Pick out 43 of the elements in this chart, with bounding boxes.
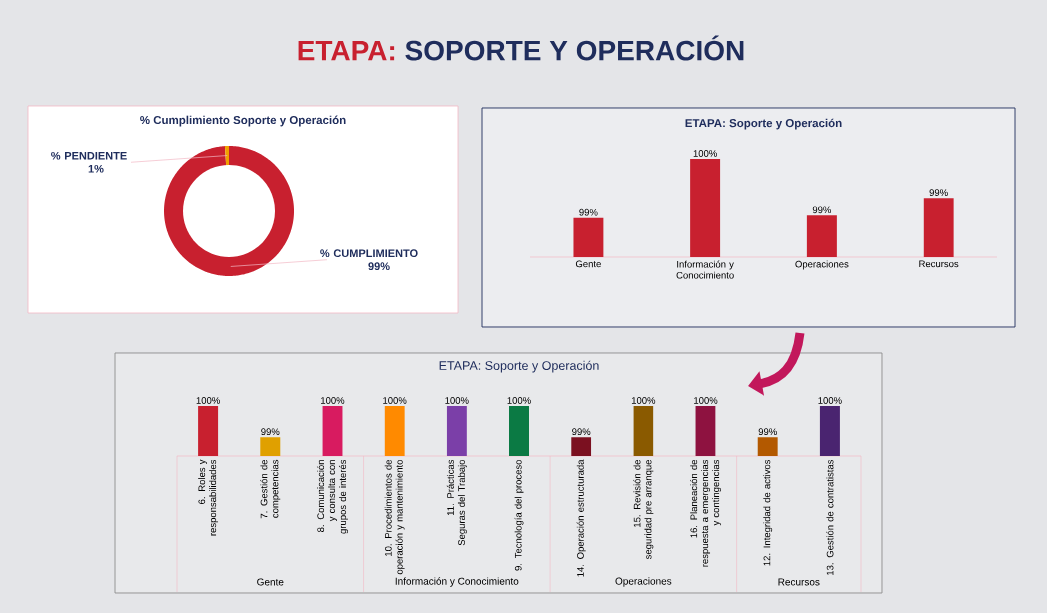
data-label: 100% [507,397,531,404]
data-label: 99% [579,208,598,216]
data-label: 100% [383,397,407,404]
x-tick-label: 8. Comunicación y consulta con grupos de interés [316,459,348,534]
x-tick-label: 12. Integridad de activos [763,459,773,566]
data-label: 99% [261,428,280,436]
chart-title: ETAPA: Soporte y Operación [685,118,842,130]
text: Operaciones [615,577,672,587]
text: Recursos [778,578,820,586]
data-label: 100% [321,397,345,404]
data-label: 99% [758,428,777,436]
text: ETAPA: [298,41,395,61]
x-tick-label: 16. Planeación de respuesta a emergencias y contingencias [690,459,722,567]
chart-title: % Cumplimiento Soporte y Operación [140,115,346,127]
text: Gente [257,578,284,586]
data-label: 99% [929,189,948,196]
x-tick-label: 15. Revisión de seguridad pre arranque [633,459,654,560]
slice-label: % PENDIENTE [51,151,127,160]
text: Información y Conocimiento [395,577,519,587]
chart-title: ETAPA: Soporte y Operación [439,360,599,373]
x-tick-label: 7. Gestión de competencias [260,459,281,519]
data-label: 99% [368,262,390,271]
x-tick-label: Gente [575,260,601,268]
data-label: 99% [812,206,832,214]
x-tick-label: 9. Tecnología del proceso [514,459,524,571]
x-tick-label: 11. Prácticas Seguras del Trabajo [446,459,467,546]
data-label: 100% [818,397,842,404]
x-tick-label: Operaciones [795,260,849,270]
x-tick-label: 14. Operación estructurada [576,459,586,577]
slice-label: % CUMPLIMIENTO [320,249,418,258]
data-label: 100% [196,397,220,404]
data-label: 100% [694,397,718,404]
x-tick-label: Información y Conocimiento [676,260,734,279]
data-label: 99% [572,428,591,436]
x-tick-label: 10. Procedimientos de operación y mantenimiento [384,459,405,575]
data-label: 100% [445,397,469,404]
data-label: 1% [88,164,104,173]
x-tick-label: 13. Gestión de contratistas [826,459,834,575]
data-label: 100% [631,397,656,404]
x-tick-label: Recursos [919,260,959,268]
text: SOPORTE Y OPERACIÓN [405,35,744,61]
data-label: 100% [693,150,717,157]
x-tick-label: 6. Roles y responsabilidades [198,459,219,536]
